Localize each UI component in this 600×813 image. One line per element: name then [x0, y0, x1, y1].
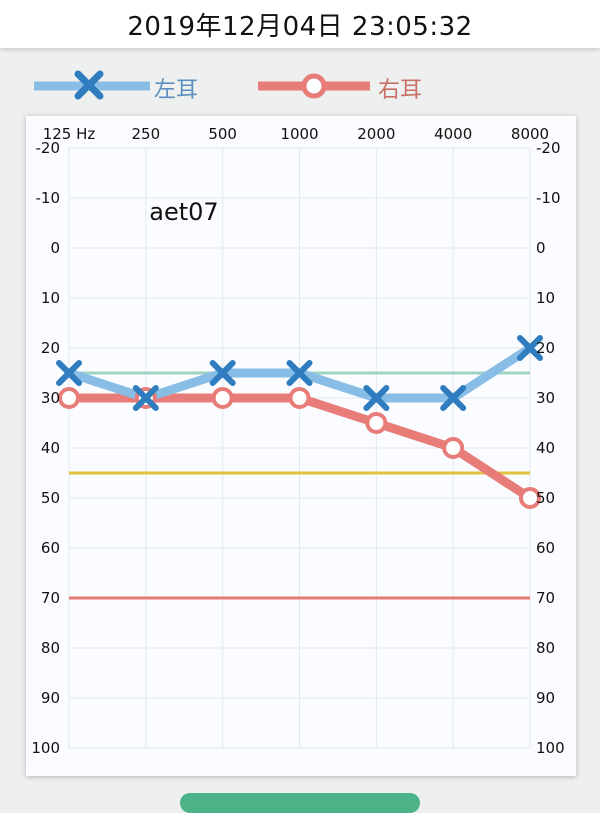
right-ear-point: [58, 387, 80, 409]
audiogram-chart: -20 -20 -10 -10 0 0 10 10 20 20 30 30 40 40 50 50 60 60 70…: [31, 125, 565, 757]
y-tick-label-right: 100: [536, 739, 565, 757]
legend-left-ear-label: 左耳: [154, 78, 199, 103]
y-tick-label-left: 50: [41, 489, 60, 507]
chart-annotation: aet07: [149, 198, 218, 226]
x-tick-label: 500: [208, 125, 237, 143]
right-ear-point: [442, 437, 465, 459]
left-ear-point: [132, 385, 159, 411]
y-tick-label-right: 0: [536, 239, 546, 257]
y-tick-label-right: 20: [536, 339, 555, 357]
y-tick-label-right: -10: [536, 189, 561, 207]
right-ear-point: [211, 387, 234, 409]
x-tick-label: 2000: [357, 125, 395, 143]
x-marker-icon: [74, 70, 104, 100]
legend-right-ear[interactable]: 右耳: [258, 60, 458, 112]
bottom-action-button[interactable]: [180, 793, 420, 813]
header-bar: 2019年12月04日 23:05:32: [0, 0, 600, 48]
right-ear-point: [365, 412, 388, 434]
left-ear-point: [517, 335, 543, 361]
y-tick-label-left: 0: [50, 239, 60, 257]
audiogram-card: -20 -20 -10 -10 0 0 10 10 20 20 30 30 40 40 50 50 60 60 70…: [26, 116, 576, 776]
x-tick-label: 8000: [511, 125, 549, 143]
legend-left-ear[interactable]: 左耳: [34, 60, 234, 112]
x-tick-label: 250: [132, 125, 161, 143]
y-tick-label-left: 70: [41, 589, 60, 607]
y-tick-label-left: 30: [41, 389, 60, 407]
y-tick-label-right: 10: [536, 289, 555, 307]
y-tick-label-right: 60: [536, 539, 555, 557]
y-tick-label-left: 10: [41, 289, 60, 307]
y-tick-label-right: 30: [536, 389, 555, 407]
y-tick-label-left: 100: [31, 739, 60, 757]
left-ear-point: [209, 360, 236, 386]
left-ear-point: [363, 385, 390, 411]
y-tick-label-right: 70: [536, 589, 555, 607]
x-tick-label: 125 Hz: [43, 125, 96, 143]
y-tick-label-right: 90: [536, 689, 555, 707]
right-ear-point: [519, 487, 541, 509]
left-ear-point: [56, 360, 82, 386]
y-tick-label-right: 50: [536, 489, 555, 507]
y-tick-label-right: -20: [536, 139, 561, 157]
chart-legend: 左耳 右耳: [0, 60, 600, 112]
right-ear-point: [288, 387, 311, 409]
y-tick-label-left: -10: [36, 189, 61, 207]
y-tick-label-right: 80: [536, 639, 555, 657]
y-tick-label-right: 40: [536, 439, 555, 457]
y-tick-label-left: 80: [41, 639, 60, 657]
circle-marker-icon: [301, 73, 327, 99]
y-tick-label-left: -20: [36, 139, 61, 157]
legend-right-ear-label: 右耳: [378, 78, 423, 103]
test-datetime: 2019年12月04日 23:05:32: [127, 11, 473, 42]
y-tick-label-left: 60: [41, 539, 60, 557]
y-tick-label-left: 90: [41, 689, 60, 707]
left-ear-point: [440, 385, 467, 411]
left-ear-point: [286, 360, 313, 386]
x-tick-label: 4000: [434, 125, 472, 143]
x-tick-label: 1000: [280, 125, 318, 143]
y-tick-label-left: 20: [41, 339, 60, 357]
y-tick-label-left: 40: [41, 439, 60, 457]
